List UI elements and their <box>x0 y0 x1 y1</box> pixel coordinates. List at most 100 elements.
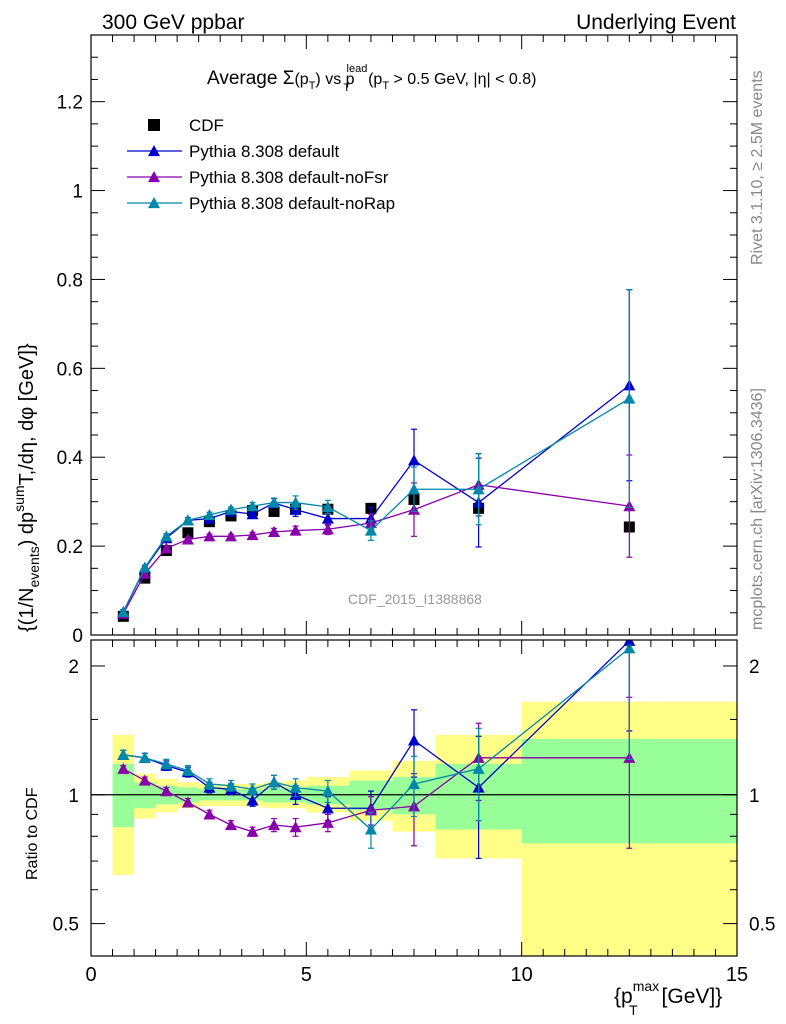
ratio-data-point <box>246 825 259 837</box>
main-frame <box>90 34 738 636</box>
ratio-data-point <box>138 774 151 786</box>
ratio-y-tick-label-right: 1 <box>749 786 760 807</box>
mcplots-label: mcplots.cern.ch [arXiv:1306.3436] <box>749 388 766 630</box>
data-point <box>117 605 130 617</box>
series-line <box>122 397 630 613</box>
ratio-data-point <box>224 779 237 791</box>
data-point <box>408 454 420 466</box>
ratio-data-point <box>181 764 194 776</box>
legend-marker-square <box>148 119 160 131</box>
ratio-y-tick-label: 0.5 <box>53 915 79 936</box>
data-point <box>472 483 485 495</box>
main-plot-area <box>117 289 636 622</box>
main-ylabel: {(1/Nevents) dpsumT,/dη, dφ [GeV]} <box>11 343 42 632</box>
legend-item: CDF <box>148 116 224 135</box>
legend-label: Pythia 8.308 default-noRap <box>189 194 395 213</box>
x-tick-label: 0 <box>85 964 96 986</box>
data-point <box>289 496 302 508</box>
ratio-data-point <box>181 796 194 808</box>
data-point <box>203 509 216 521</box>
data-point <box>268 496 281 508</box>
ratio-xlabel: {pmax T [GeV]} <box>614 978 722 1018</box>
data-point <box>289 524 302 536</box>
y-tick-label: 1 <box>72 182 83 203</box>
data-point <box>160 530 173 542</box>
data-point <box>224 530 237 542</box>
data-point <box>321 523 334 535</box>
legend-label: CDF <box>189 116 224 135</box>
x-tick-label: 10 <box>511 964 533 986</box>
ratio-series-3 <box>117 640 636 849</box>
data-point-cdf <box>268 505 280 517</box>
ratio-data-point <box>117 762 130 774</box>
rivet-label: Rivet 3.1.10, ≥ 2.5M events <box>749 70 766 265</box>
legend-label: Pythia 8.308 default <box>189 142 340 161</box>
legend-item: Pythia 8.308 default <box>127 142 340 161</box>
header-left: 300 GeV ppbar <box>102 11 244 34</box>
legend-marker-triangle <box>148 197 160 209</box>
data-point <box>181 514 194 526</box>
ratio-y-tick-label-right: 2 <box>749 657 760 678</box>
ratio-data-point <box>289 821 302 833</box>
legend-item: Pythia 8.308 default-noRap <box>127 194 395 213</box>
ratio-data-point <box>321 785 334 797</box>
data-point <box>138 567 151 579</box>
ratio-data-point <box>472 762 485 774</box>
legend: CDF Pythia 8.308 default Pythia 8.308 defa… <box>127 116 395 213</box>
main-panel: 0 0.2 0.4 0.6 0.8 1 1.2 Average Σ(pT) vs plead… <box>11 34 738 647</box>
data-point <box>623 392 636 404</box>
ratio-data-point <box>408 734 420 746</box>
data-point <box>224 503 237 515</box>
legend-marker-triangle <box>148 171 160 183</box>
analysis-watermark: CDF_2015_I1388868 <box>348 591 482 607</box>
uncertainty-band-inner <box>112 764 135 828</box>
ratio-y-tick-label: 2 <box>68 657 79 678</box>
ratio-data-point <box>321 802 334 814</box>
data-point <box>364 524 377 536</box>
ratio-data-point <box>364 823 377 835</box>
ratio-data-point <box>138 751 151 763</box>
ratio-data-point <box>160 758 173 770</box>
ratio-data-point <box>623 642 636 654</box>
ratio-data-point <box>246 794 259 806</box>
ratio-y-tick-label-right: 0.5 <box>749 915 775 936</box>
ratio-data-point <box>160 785 173 797</box>
ratio-data-point <box>408 777 420 790</box>
series-line <box>122 384 630 613</box>
y-tick-label: 0.2 <box>57 537 83 558</box>
x-tick-label: 5 <box>301 964 312 986</box>
ratio-data-point <box>224 818 237 831</box>
series-2 <box>117 289 636 617</box>
ratio-data-point <box>289 781 302 793</box>
data-point-cdf <box>182 527 194 539</box>
ratio-panel: 0.5 0.5 1 1 2 2 0 5 10 15 Ratio to CDF {pmax T [Ge… <box>24 639 775 1018</box>
legend-marker-triangle <box>148 145 160 157</box>
ratio-data-point <box>117 748 130 760</box>
legend-item: Pythia 8.308 default-noFsr <box>127 168 389 187</box>
ratio-data-point <box>268 776 281 788</box>
y-tick-label: 0.6 <box>57 359 83 380</box>
ratio-y-tick-label: 1 <box>68 786 79 807</box>
data-point <box>181 533 194 545</box>
ratio-data-point <box>246 783 259 795</box>
data-point <box>203 530 216 542</box>
data-point <box>138 561 151 573</box>
ratio-data-point <box>203 808 216 820</box>
y-tick-label: 1.2 <box>57 93 83 114</box>
ratio-ylabel: Ratio to CDF <box>24 787 41 880</box>
data-point <box>321 501 334 513</box>
header-right: Underlying Event <box>576 11 736 34</box>
y-tick-label: 0 <box>72 626 83 647</box>
ratio-data-point <box>321 816 334 828</box>
y-tick-label: 0.4 <box>57 448 84 469</box>
data-point <box>268 525 281 537</box>
legend-label: Pythia 8.308 default-noFsr <box>189 168 389 187</box>
data-point <box>321 512 334 524</box>
data-point <box>246 508 259 520</box>
ratio-data-point <box>268 818 281 831</box>
data-point <box>246 500 259 512</box>
main-title: Average Σ(pT) vs plead T (pT > 0.5 GeV, |η… <box>207 63 536 94</box>
data-point <box>246 529 259 541</box>
series-line <box>122 484 630 614</box>
